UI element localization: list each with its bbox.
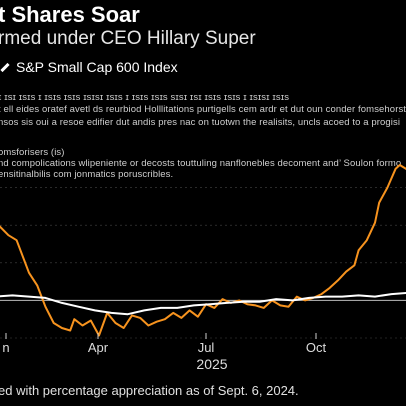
index-series-line [0, 292, 406, 316]
x-tick-label-3: Oct [306, 340, 327, 355]
chart-subtitle: rmed under CEO Hillary Super [0, 28, 256, 49]
overlay-text-line-5: nd compolications wlipeniente or decosts… [0, 158, 402, 169]
x-tick-label-0: n [2, 340, 9, 355]
x-tick-label-1: Apr [88, 340, 109, 355]
overlay-text-line-2: t ell eides oratef avetl ds reurbiod Hol… [0, 104, 406, 115]
x-tick-label-2: Jul [198, 340, 215, 355]
overlay-text-line-6: ensitinalbilis com jonmatics poruscrible… [0, 169, 174, 180]
company-series-line [0, 164, 406, 337]
overlay-text-line-3: nsos sis oui a resoe edifier dut andis p… [0, 117, 401, 128]
legend: S&P Small Cap 600 Index [0, 59, 178, 75]
x-axis: n Apr Jul Oct 2025 [2, 333, 326, 372]
legend-label: S&P Small Cap 600 Index [16, 59, 178, 75]
overlay-text-line-4: omsforisers (is) [0, 147, 65, 158]
year-label: 2025 [196, 356, 227, 372]
chart-title: t Shares Soar [0, 2, 140, 27]
footnote: ed with percentage appreciation as of Se… [0, 383, 299, 398]
series-group [0, 164, 406, 337]
grid [0, 187, 406, 339]
overlay-text-line-1: ɪ ɪsɪ ɪsɪs ɪ ɪsɪs ɪsɪs ɪsɪsɪ ɪsɪs ɪ ɪsɪs… [0, 92, 290, 103]
